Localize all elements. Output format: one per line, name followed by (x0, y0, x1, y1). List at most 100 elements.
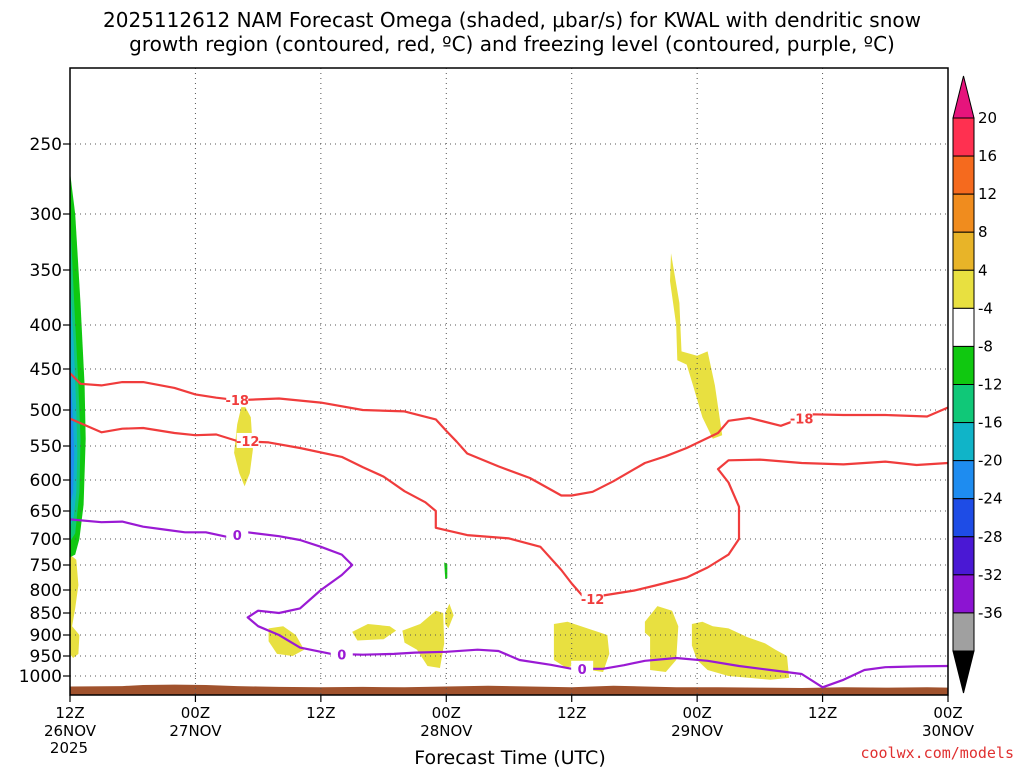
y-tick-label-15: 1000 (19, 667, 62, 687)
x-tick-label-3: 00Z (432, 704, 461, 722)
colorbar-swatch-11 (952, 536, 975, 576)
colorbar: 20 16 12 8 4 -4 -8 -12 -16 -20 -24 -28 -32 -36 (952, 75, 1003, 694)
colorbar-label-9: -20 (978, 452, 1003, 470)
y-tick-label-6: 550 (30, 437, 62, 457)
plot-area (70, 68, 948, 695)
x-tick-label-6: 12Z (808, 704, 837, 722)
x-tick-date-3: 28NOV (420, 722, 473, 740)
colorbar-swatch-5 (952, 307, 975, 347)
y-tick-label-4: 450 (30, 360, 62, 380)
omega-region-4 (402, 610, 445, 668)
x-tick-label-7: 00Z (933, 704, 962, 722)
y-tick-label-8: 650 (30, 502, 62, 522)
colorbar-swatch-4 (952, 269, 975, 309)
contour-line-0 (69, 372, 949, 497)
colorbar-label-0: 20 (978, 109, 997, 127)
contour-label-bg-2 (236, 432, 259, 448)
colorbar-label-13: -36 (978, 604, 1003, 622)
colorbar-swatch-2 (952, 193, 975, 233)
colorbar-swatch-1 (952, 155, 975, 195)
terrain-fill (70, 684, 948, 695)
omega-region-6 (553, 621, 610, 672)
y-tick-label-9: 700 (30, 530, 62, 550)
contour-label-1: -18 (790, 413, 814, 428)
colorbar-label-7: -12 (978, 376, 1003, 394)
omega-region-1 (670, 253, 723, 439)
colorbar-swatch-7 (952, 384, 975, 424)
x-axis-label: Forecast Time (UTC) (414, 747, 605, 768)
contour-label-0: -18 (225, 394, 249, 409)
contour-label-3: -12 (581, 593, 605, 608)
colorbar-label-11: -28 (978, 528, 1003, 546)
y-tick-label-11: 800 (30, 581, 62, 601)
omega-region-3 (352, 624, 397, 641)
colorbar-swatch-9 (952, 460, 975, 500)
contour-line-1 (69, 417, 949, 597)
contour-label-bg-5 (330, 646, 353, 662)
y-tick-label-10: 750 (30, 556, 62, 576)
colorbar-top-arrow (952, 75, 975, 119)
colorbar-swatch-8 (952, 422, 975, 462)
contour-label-bg-6 (571, 660, 594, 676)
colorbar-swatch-6 (952, 345, 975, 385)
x-tick-label-0: 12Z (55, 704, 84, 722)
y-tick-label-0: 250 (30, 135, 62, 155)
y-tick-label-12: 850 (30, 604, 62, 624)
plot-background (70, 68, 948, 695)
omega-region-10 (444, 562, 448, 579)
omega-region-9 (70, 554, 80, 658)
contour-label-bg-3 (581, 591, 604, 607)
colorbar-label-12: -32 (978, 566, 1003, 584)
y-tick-label-3: 400 (30, 316, 62, 336)
y-axis-ticks: 2503003504004505005506006507007508008509… (19, 135, 70, 687)
omega-region-7 (644, 606, 679, 672)
credit-label: coolwx.com/models (860, 744, 1014, 762)
omega-region-14 (70, 360, 75, 505)
contour-label-6: 0 (578, 663, 587, 678)
x-tick-date-7: 30NOV (922, 722, 975, 740)
y-tick-label-14: 950 (30, 647, 62, 667)
contour-label-2: -12 (236, 435, 260, 450)
colorbar-swatch-12 (952, 574, 975, 614)
contour-label-5: 0 (337, 649, 346, 664)
x-tick-date-0: 26NOV (44, 722, 97, 740)
colorbar-label-3: 8 (978, 223, 988, 241)
colorbar-label-5: -4 (978, 299, 993, 317)
colorbar-swatch-13 (952, 612, 975, 652)
y-tick-label-5: 500 (30, 401, 62, 421)
colorbar-label-10: -24 (978, 490, 1003, 508)
contour-label-bg-0 (226, 392, 249, 408)
x-tick-year-0: 2025 (50, 739, 88, 757)
x-tick-label-2: 12Z (306, 704, 335, 722)
contour-labels: -18 -18 -12 -12 0 0 0 (225, 392, 813, 678)
colorbar-label-2: 12 (978, 185, 997, 203)
y-tick-label-13: 900 (30, 626, 62, 646)
x-tick-label-5: 00Z (682, 704, 711, 722)
colorbar-bottom-arrow (952, 650, 975, 694)
colorbar-label-1: 16 (978, 147, 997, 165)
omega-region-5 (445, 603, 454, 629)
axes (69, 67, 949, 696)
chart-title-line-1: 2025112612 NAM Forecast Omega (shaded, μ… (103, 8, 921, 32)
x-tick-date-1: 27NOV (169, 722, 222, 740)
colorbar-label-4: 4 (978, 261, 988, 279)
chart-title-line-2: growth region (contoured, red, ºC) and f… (129, 32, 895, 56)
plot-frame (69, 67, 949, 696)
colorbar-swatch-0 (952, 117, 975, 157)
contour-label-bg-4 (226, 527, 249, 543)
y-tick-label-1: 300 (30, 205, 62, 225)
y-tick-label-7: 600 (30, 471, 62, 491)
colorbar-label-8: -16 (978, 414, 1003, 432)
terrain (70, 684, 948, 695)
x-tick-date-5: 29NOV (671, 722, 724, 740)
omega-region-8 (691, 621, 790, 680)
colorbar-label-6: -8 (978, 337, 993, 355)
x-tick-label-1: 00Z (181, 704, 210, 722)
contour-label-bg-1 (790, 410, 813, 426)
colorbar-swatch-3 (952, 231, 975, 271)
contour-label-4: 0 (233, 529, 242, 544)
y-tick-label-2: 350 (30, 261, 62, 281)
colorbar-swatch-10 (952, 498, 975, 538)
